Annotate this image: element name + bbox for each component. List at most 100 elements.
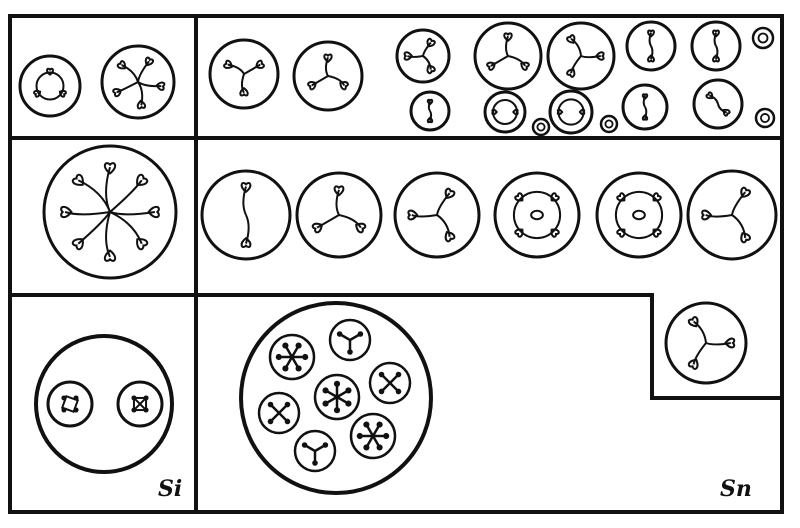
spoke-dot <box>312 460 318 466</box>
spoke-dot <box>301 442 308 448</box>
molecule-circle <box>686 169 778 261</box>
molecule-circle <box>393 171 481 259</box>
spoke-dot <box>295 365 302 372</box>
atom-inner <box>757 32 769 44</box>
bond-line <box>116 81 139 94</box>
bond-line <box>422 55 432 70</box>
spoke-dot <box>302 353 309 361</box>
orbital-lobe <box>705 91 714 100</box>
bond-line <box>335 189 340 216</box>
spoke-dot <box>333 407 341 414</box>
atom-circle <box>368 361 412 405</box>
inner-ring <box>557 98 585 126</box>
orbital-lobe <box>652 228 662 238</box>
spoke-dot <box>345 387 352 394</box>
bond-line <box>705 342 731 346</box>
molecule-circle <box>692 78 744 130</box>
bond-line <box>137 81 144 106</box>
bond-line <box>327 75 346 86</box>
orbital-lobe <box>58 89 67 98</box>
bond-line <box>316 214 340 229</box>
molecule-circle <box>483 90 527 134</box>
top-mol-5 <box>546 21 616 91</box>
orbital-lobe <box>566 68 576 78</box>
orbital-lobe <box>60 205 73 219</box>
molecule-circle <box>208 38 280 110</box>
orbital-lobe <box>712 54 720 63</box>
core-ring <box>632 209 646 221</box>
orbital-lobe <box>724 337 736 349</box>
atom-inner <box>604 119 614 129</box>
orbital-lobe <box>136 173 149 186</box>
inner-ring <box>35 71 65 101</box>
bond-line <box>717 103 727 114</box>
orbital-lobe <box>333 185 345 197</box>
bond-line <box>242 186 247 216</box>
molecule-circle <box>493 171 581 259</box>
orbital-lobe <box>144 56 155 67</box>
orbital-lobe <box>740 232 751 244</box>
top-sub-3 <box>548 89 594 135</box>
orbital-lobe <box>155 81 166 91</box>
spoke-dot <box>284 401 291 408</box>
orbital-lobe <box>323 53 333 64</box>
corner-dot <box>73 395 79 401</box>
sn-atom-1 <box>268 333 316 381</box>
molecule-circle <box>625 20 677 72</box>
sn-molecule <box>239 301 433 495</box>
top-sub-4 <box>621 83 669 131</box>
orbital-lobe <box>616 192 626 202</box>
orbital-lobe <box>240 182 252 194</box>
spoke-dot <box>282 365 289 372</box>
bond-line <box>311 75 329 87</box>
atom-outer <box>751 26 775 50</box>
orbital-lobe <box>550 228 560 238</box>
middle-row-divider <box>10 293 782 400</box>
orbital-lobe <box>339 81 349 91</box>
spoke-dot <box>356 432 363 440</box>
atom-circle <box>313 373 361 421</box>
atom-outer <box>599 114 619 134</box>
corner-dot <box>61 407 67 413</box>
outer-border <box>8 14 784 514</box>
mid-mol-4 <box>493 171 581 259</box>
molecule-circle <box>18 54 82 118</box>
molecule-circle <box>473 21 543 91</box>
orbital-lobe <box>240 236 252 248</box>
corner-dot <box>73 407 79 413</box>
molecule-circle <box>100 44 176 120</box>
orbital-lobe <box>426 37 436 48</box>
mid-mol-5 <box>595 171 683 259</box>
bond-line <box>427 101 431 112</box>
orbital-lobe <box>71 173 84 186</box>
bond-line <box>570 38 582 57</box>
molecule-circle <box>395 28 451 84</box>
molecule-circle <box>295 171 383 259</box>
sn-atom-5 <box>257 391 301 435</box>
spoke-dot <box>363 421 370 428</box>
bond-line <box>109 211 143 245</box>
mid-mol-3 <box>393 171 481 259</box>
spoke-dot <box>347 349 353 355</box>
orbital-lobe <box>103 162 117 175</box>
orbital-lobe <box>740 186 751 198</box>
orbital-lobe <box>255 59 265 69</box>
orbital-lobe <box>647 29 655 38</box>
bond-line <box>324 56 329 77</box>
orbital-lobe <box>641 93 649 100</box>
bond-line <box>507 55 526 67</box>
mid-mol-2 <box>295 171 383 259</box>
orbital-lobe <box>407 209 419 221</box>
spoke-dot <box>284 418 291 425</box>
orbital-lobe <box>712 29 720 38</box>
corner-dot <box>61 395 67 401</box>
bond-line <box>227 63 245 75</box>
bond-line <box>240 73 245 94</box>
bond-line <box>243 63 261 75</box>
orbital-lobe <box>116 60 126 70</box>
spoke-dot <box>378 371 385 378</box>
cross-line <box>133 397 147 411</box>
atom-outer <box>754 107 776 129</box>
orbital-lobe <box>641 114 649 121</box>
bond-line <box>650 45 654 60</box>
